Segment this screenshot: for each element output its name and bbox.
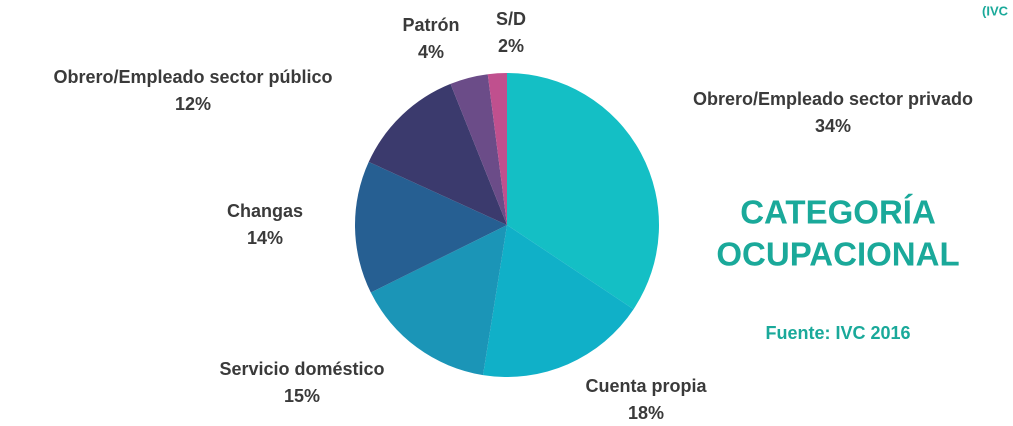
pie-slice xyxy=(370,225,507,376)
slice-value: 4% xyxy=(418,42,444,62)
pie-slice xyxy=(450,74,507,225)
slice-label: Obrero/Empleado sector privado xyxy=(693,89,973,109)
pie-slice xyxy=(355,161,507,293)
slice-value: 2% xyxy=(498,36,524,56)
slice-label: Obrero/Empleado sector público xyxy=(53,67,332,87)
slice-label: Cuenta propia xyxy=(585,376,707,396)
source: Fuente: IVC 2016 xyxy=(765,323,910,343)
slice-value: 18% xyxy=(628,403,664,423)
pie-slice xyxy=(507,73,659,310)
slice-label: Servicio doméstico xyxy=(219,359,384,379)
pie-slice xyxy=(368,83,507,225)
slice-value: 14% xyxy=(247,228,283,248)
slice-label: Changas xyxy=(227,201,303,221)
slice-label: Patrón xyxy=(402,15,459,35)
slice-value: 34% xyxy=(815,116,851,136)
chart-title: OCUPACIONAL xyxy=(716,236,959,273)
pie-slice xyxy=(482,225,634,377)
slice-value: 12% xyxy=(175,94,211,114)
pie-slice xyxy=(487,73,507,225)
slice-value: 15% xyxy=(284,386,320,406)
corner-text: (IVC xyxy=(982,3,1009,18)
chart-title: CATEGORÍA xyxy=(740,194,936,231)
slice-label: S/D xyxy=(496,9,526,29)
